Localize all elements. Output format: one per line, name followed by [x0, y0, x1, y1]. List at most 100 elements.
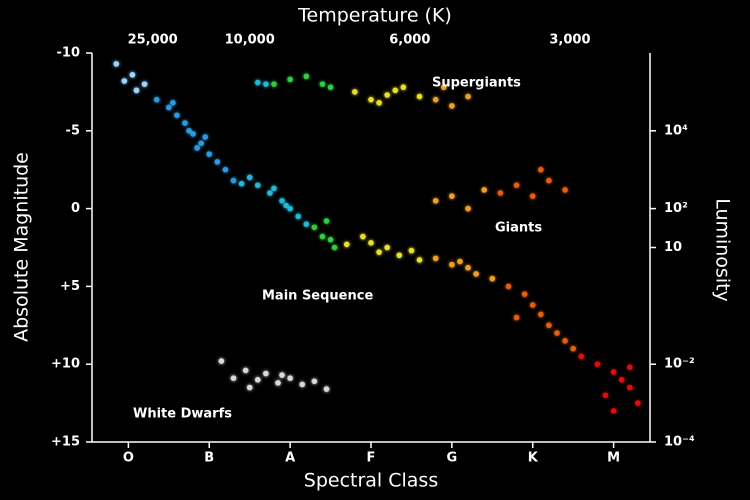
y-tick-label: -10 [57, 46, 81, 61]
star-point [246, 384, 253, 391]
star-point [198, 140, 204, 147]
star-point [303, 221, 310, 227]
star-point [578, 353, 585, 360]
star-point [319, 81, 326, 87]
star-point [174, 112, 180, 119]
star-point [497, 190, 504, 196]
star-point [311, 224, 318, 231]
y2-tick-label: 10² [664, 201, 688, 216]
x-tick-label: A [285, 451, 295, 466]
x-axis-title: Spectral Class [304, 470, 438, 492]
star-point [513, 182, 520, 189]
top-axis-title: Temperature (K) [297, 5, 452, 27]
star-point [279, 372, 285, 378]
star-point [343, 241, 350, 248]
star-point [473, 271, 479, 277]
annotation: Giants [495, 221, 542, 236]
x2-tick-label: 6,000 [389, 33, 430, 48]
star-point [360, 233, 366, 240]
star-point [319, 233, 326, 240]
star-point [602, 392, 609, 399]
star-point [384, 244, 390, 251]
y2-axis-title: Luminosity [712, 198, 734, 302]
star-point [449, 261, 455, 268]
star-point [505, 283, 512, 290]
y-tick-label: +5 [60, 279, 80, 294]
star-point [392, 87, 399, 94]
star-point [254, 182, 261, 189]
star-point [521, 291, 528, 297]
star-point [618, 376, 625, 383]
star-point [368, 240, 374, 246]
star-point [141, 81, 148, 87]
y-tick-label: +10 [51, 357, 80, 372]
star-point [331, 244, 338, 251]
star-point [327, 84, 334, 91]
x-tick-label: O [123, 451, 134, 466]
star-point [610, 408, 617, 414]
y-tick-label: +15 [51, 435, 80, 450]
star-point [323, 386, 330, 392]
y-tick-label: -5 [66, 123, 80, 138]
star-point [562, 338, 568, 344]
star-point [267, 190, 273, 196]
star-point [238, 180, 245, 187]
star-point [303, 73, 310, 80]
star-point [190, 131, 196, 137]
star-point [254, 79, 261, 86]
star-point [626, 364, 633, 371]
star-point [396, 252, 403, 259]
star-point [481, 187, 488, 193]
star-point [166, 104, 172, 111]
x2-tick-label: 25,000 [128, 33, 178, 48]
star-point [594, 361, 601, 368]
star-point [529, 193, 536, 199]
star-point [275, 380, 281, 386]
star-point [186, 128, 192, 134]
star-point [327, 236, 334, 243]
star-point [299, 381, 306, 388]
y2-tick-label: 10⁻² [664, 357, 695, 372]
x-tick-label: K [528, 451, 539, 466]
annotation: Supergiants [432, 76, 521, 91]
star-point [287, 205, 293, 212]
star-point [457, 258, 463, 265]
star-point [352, 89, 358, 95]
star-point [279, 198, 285, 204]
x-tick-label: B [204, 451, 214, 466]
annotation: White Dwarfs [133, 407, 232, 422]
star-point [230, 177, 237, 184]
star-point [432, 96, 439, 103]
star-point [529, 302, 536, 308]
star-point [254, 376, 261, 383]
x-tick-label: M [607, 451, 620, 466]
star-point [449, 103, 455, 109]
star-point [546, 322, 552, 329]
star-point [489, 275, 496, 282]
y2-tick-label: 10⁻⁴ [664, 435, 695, 450]
star-point [610, 369, 617, 375]
x2-tick-label: 10,000 [225, 33, 275, 48]
star-point [465, 205, 471, 212]
star-point [635, 400, 641, 406]
star-point [246, 174, 253, 181]
star-point [113, 61, 120, 67]
star-point [400, 84, 407, 91]
star-point [513, 314, 520, 321]
star-point [242, 367, 249, 374]
star-point [416, 257, 423, 263]
star-point [170, 99, 176, 106]
star-point [121, 78, 128, 84]
y2-tick-label: 10⁴ [664, 123, 688, 138]
star-point [432, 198, 439, 204]
star-point [214, 159, 221, 165]
star-point [416, 93, 423, 100]
star-point [129, 71, 136, 78]
y-axis-title: Absolute Magnitude [11, 152, 33, 342]
star-point [440, 84, 447, 91]
star-point [263, 81, 269, 87]
star-point [218, 358, 225, 364]
y-tick-label: 0 [71, 201, 80, 216]
